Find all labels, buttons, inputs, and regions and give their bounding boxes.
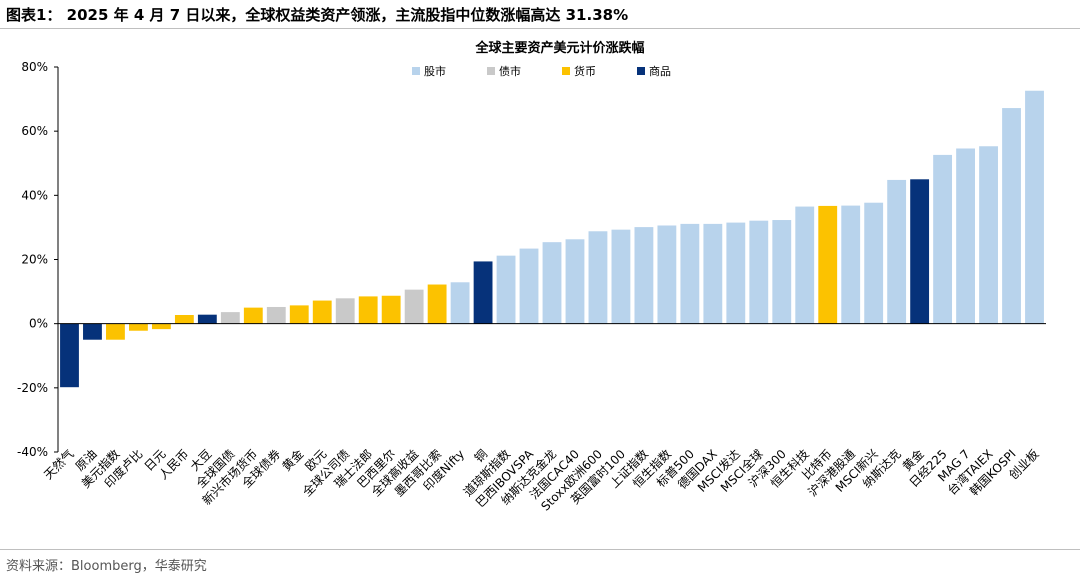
bar-31 xyxy=(749,220,769,324)
bar-11 xyxy=(289,305,309,324)
bar-36 xyxy=(864,202,884,324)
bar-19 xyxy=(473,261,493,324)
top-divider xyxy=(0,28,1080,29)
x-labels: 天然气原油美元指数印度卢比日元人民币大豆全球国债新兴市场货币全球债券黄金欧元全球… xyxy=(41,446,1042,513)
bar-28 xyxy=(680,223,700,324)
chart-title: 全球主要资产美元计价涨跌幅 xyxy=(474,40,644,56)
bars xyxy=(58,90,1046,388)
bar-20 xyxy=(496,255,516,324)
bar-38 xyxy=(910,179,930,324)
bar-17 xyxy=(427,284,447,324)
legend: 股市 债市 货币 商品 xyxy=(412,64,671,78)
bar-21 xyxy=(519,248,539,324)
bar-6 xyxy=(174,315,194,324)
bar-16 xyxy=(404,289,424,324)
bar-26 xyxy=(634,227,654,324)
bar-33 xyxy=(795,206,815,324)
bar-35 xyxy=(841,205,861,324)
y-tick-label: 80% xyxy=(21,60,48,74)
bar-40 xyxy=(956,148,975,324)
bar-13 xyxy=(335,298,355,324)
legend-label-currency: 货币 xyxy=(574,64,596,78)
bar-3 xyxy=(106,323,125,340)
bar-25 xyxy=(611,229,631,324)
y-tick-label: 60% xyxy=(21,124,48,138)
bar-8 xyxy=(220,312,240,324)
chart: 全球主要资产美元计价涨跌幅 股市 债市 货币 商品 -40% -20% 0% 20% 4… xyxy=(17,40,1046,514)
bar-32 xyxy=(772,220,792,324)
bar-9 xyxy=(243,307,263,324)
bar-24 xyxy=(588,231,608,324)
y-tick-label: 20% xyxy=(21,253,48,267)
bar-42 xyxy=(1002,108,1021,324)
legend-swatch-bond xyxy=(487,67,495,75)
x-tick-label: 黄金 xyxy=(279,446,307,474)
bar-18 xyxy=(450,282,470,324)
bar-27 xyxy=(657,225,677,324)
bottom-divider xyxy=(0,549,1080,550)
bar-10 xyxy=(266,306,286,324)
bar-22 xyxy=(542,242,562,324)
bar-15 xyxy=(381,295,401,324)
legend-swatch-currency xyxy=(562,67,570,75)
bar-41 xyxy=(979,146,998,324)
y-tick-label: 40% xyxy=(21,188,48,202)
bar-14 xyxy=(358,296,378,324)
legend-label-stock: 股市 xyxy=(424,64,446,78)
bar-43 xyxy=(1025,90,1044,324)
source-note: 资料来源：Bloomberg，华泰研究 xyxy=(6,559,207,574)
bar-23 xyxy=(565,239,585,324)
bar-39 xyxy=(933,154,953,324)
bar-1 xyxy=(60,323,79,388)
figure-title: 图表1： 2025 年 4 月 7 日以来，全球权益类资产领涨，主流股指中位数涨… xyxy=(6,6,629,24)
bar-34 xyxy=(818,205,838,324)
bar-29 xyxy=(703,223,723,324)
bar-37 xyxy=(887,179,907,324)
legend-swatch-commodity xyxy=(637,67,645,75)
bar-7 xyxy=(197,314,217,324)
legend-label-commodity: 商品 xyxy=(649,64,671,78)
bar-12 xyxy=(312,300,332,324)
y-tick-label: 0% xyxy=(29,317,48,331)
y-axis: -40% -20% 0% 20% 40% 60% 80% xyxy=(17,60,59,459)
y-tick-label: -40% xyxy=(17,445,48,459)
legend-label-bond: 债市 xyxy=(499,64,521,78)
bar-5 xyxy=(151,323,171,330)
bar-4 xyxy=(129,323,148,331)
legend-swatch-stock xyxy=(412,67,420,75)
bar-2 xyxy=(83,323,102,340)
bar-30 xyxy=(726,222,746,324)
y-tick-label: -20% xyxy=(17,381,48,395)
